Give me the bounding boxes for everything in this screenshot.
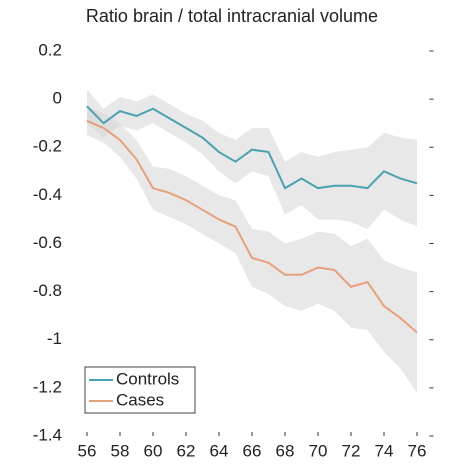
x-tick-label: 76 [408,441,427,460]
x-tick-label: 64 [210,441,229,460]
series-line [86,105,418,190]
x-tick-label: 70 [309,441,328,460]
y-tick-label: -1 [47,329,62,348]
y-tick-label: -0.2 [33,137,62,156]
confidence-band [87,106,417,393]
y-tick-label: -0.8 [33,281,62,300]
y-tick-label: 0.2 [38,40,62,59]
y-tick-label: -1.2 [33,377,62,396]
x-tick-label: 56 [78,441,97,460]
x-tick-label: 74 [375,441,394,460]
legend-label: Cases [116,390,164,409]
x-tick-label: 62 [177,441,196,460]
y-tick-label: -0.4 [33,185,62,204]
x-tick-label: 68 [276,441,295,460]
legend-box [84,366,196,414]
y-tick-label: -1.4 [33,425,62,444]
legend-label: Controls [116,369,179,388]
x-tick-label: 60 [144,441,163,460]
y-tick-label: 0 [53,89,62,108]
series-line [86,119,418,334]
x-tick-label: 66 [243,441,262,460]
chart-title: Ratio brain / total intracranial volume [86,6,378,26]
y-tick-label: -0.6 [33,233,62,252]
x-tick-label: 72 [342,441,361,460]
x-tick-label: 58 [111,441,130,460]
confidence-band [87,89,417,230]
